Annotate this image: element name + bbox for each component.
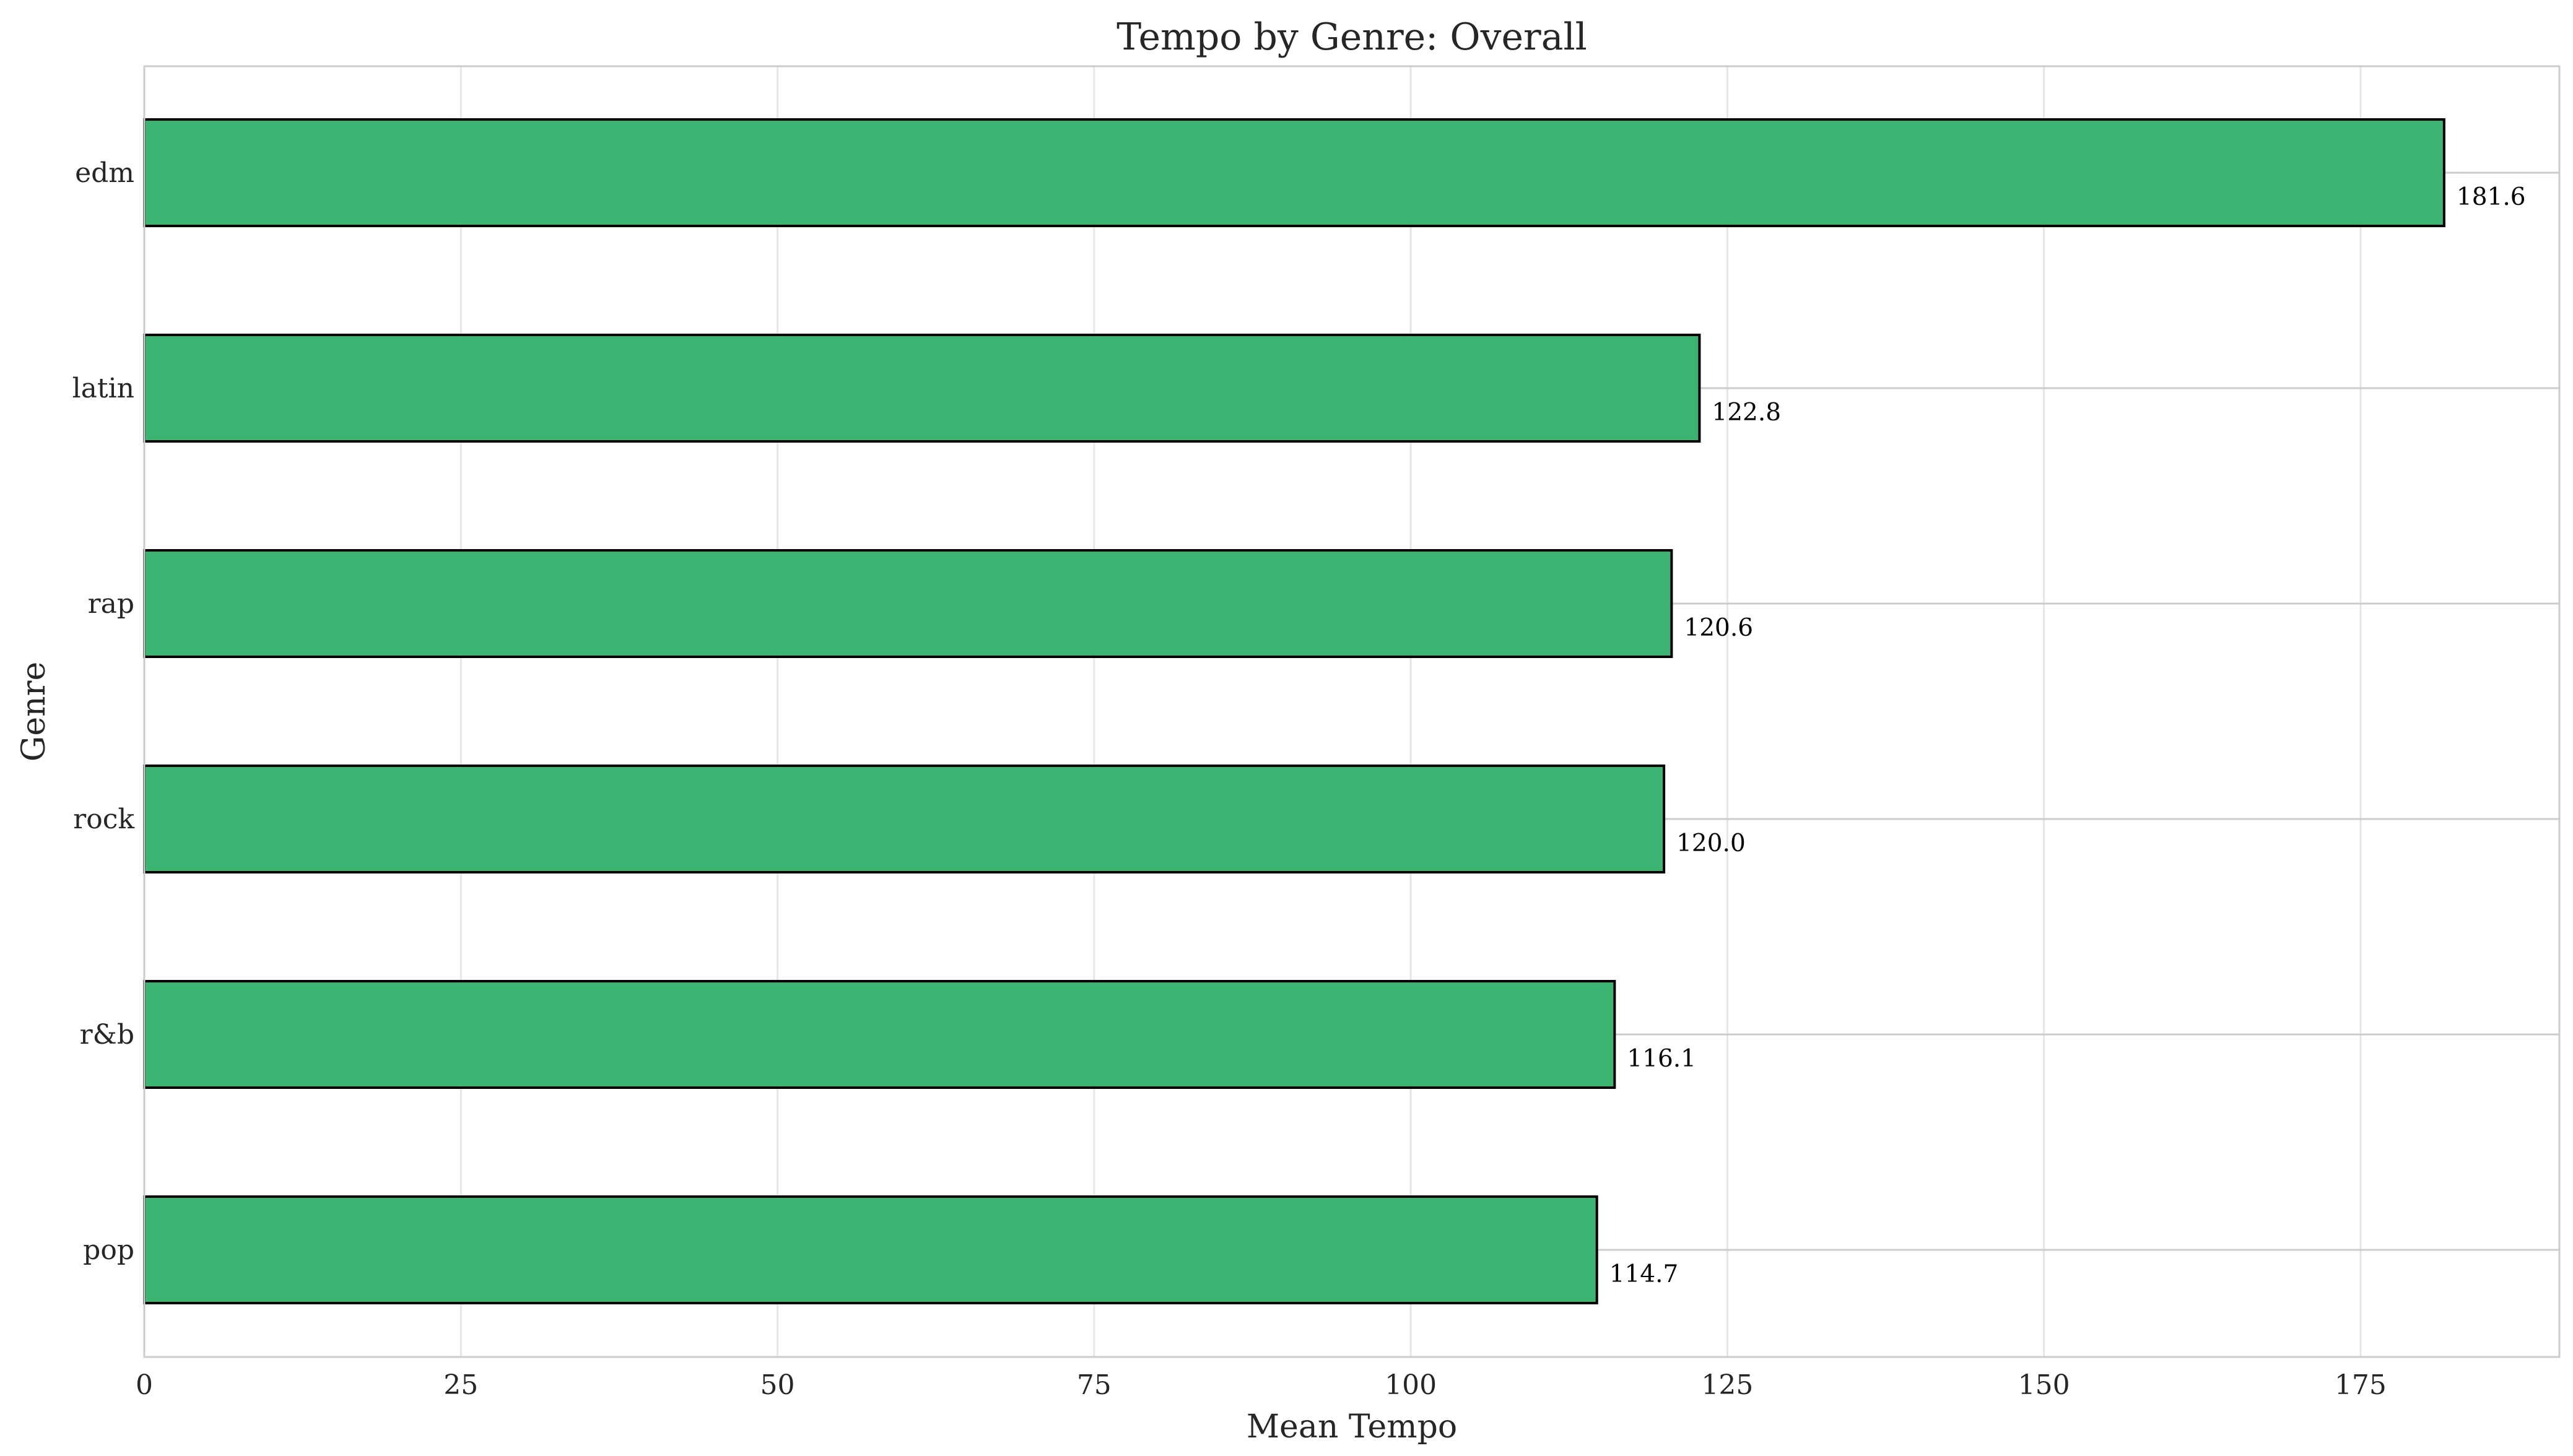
data-label: 116.1 xyxy=(1627,1045,1696,1073)
data-label: 122.8 xyxy=(1712,399,1781,427)
y-axis-label: Genre xyxy=(15,662,53,761)
x-tick-label: 0 xyxy=(136,1369,153,1401)
x-tick-label: 25 xyxy=(443,1369,478,1401)
bar-rap xyxy=(143,549,1673,658)
ticks: 0 25 50 75 100 125 150 175 edm latin rap rock r&b pop xyxy=(72,157,2387,1401)
plot-frame xyxy=(143,65,2561,1358)
data-label: 114.7 xyxy=(1609,1260,1679,1288)
chart-title: Tempo by Genre: Overall xyxy=(1117,15,1587,59)
y-tick-label: rap xyxy=(88,588,134,620)
bar-rb xyxy=(143,980,1616,1089)
y-tick-label: pop xyxy=(83,1234,134,1266)
bars xyxy=(143,118,2445,1304)
x-tick-label: 50 xyxy=(760,1369,795,1401)
bar-edm xyxy=(143,118,2445,227)
x-tick-label: 175 xyxy=(2335,1369,2387,1401)
x-tick-label: 150 xyxy=(2018,1369,2070,1401)
x-axis-label: Mean Tempo xyxy=(1247,1408,1457,1445)
bar-latin xyxy=(143,334,1701,443)
y-tick-label: latin xyxy=(72,373,134,404)
y-tick-label: r&b xyxy=(80,1019,134,1051)
bar-pop xyxy=(143,1195,1598,1304)
data-label: 120.0 xyxy=(1676,830,1746,857)
data-label: 181.6 xyxy=(2457,183,2526,211)
x-tick-label: 75 xyxy=(1077,1369,1112,1401)
y-tick-label: edm xyxy=(75,157,134,189)
y-tick-label: rock xyxy=(73,804,134,835)
x-tick-label: 125 xyxy=(1701,1369,1753,1401)
data-label: 120.6 xyxy=(1684,614,1753,642)
x-tick-label: 100 xyxy=(1385,1369,1437,1401)
bar-rock xyxy=(143,765,1666,873)
grid-layer xyxy=(143,66,2559,1357)
data-labels: 181.6 122.8 120.6 120.0 116.1 114.7 xyxy=(1609,183,2526,1288)
